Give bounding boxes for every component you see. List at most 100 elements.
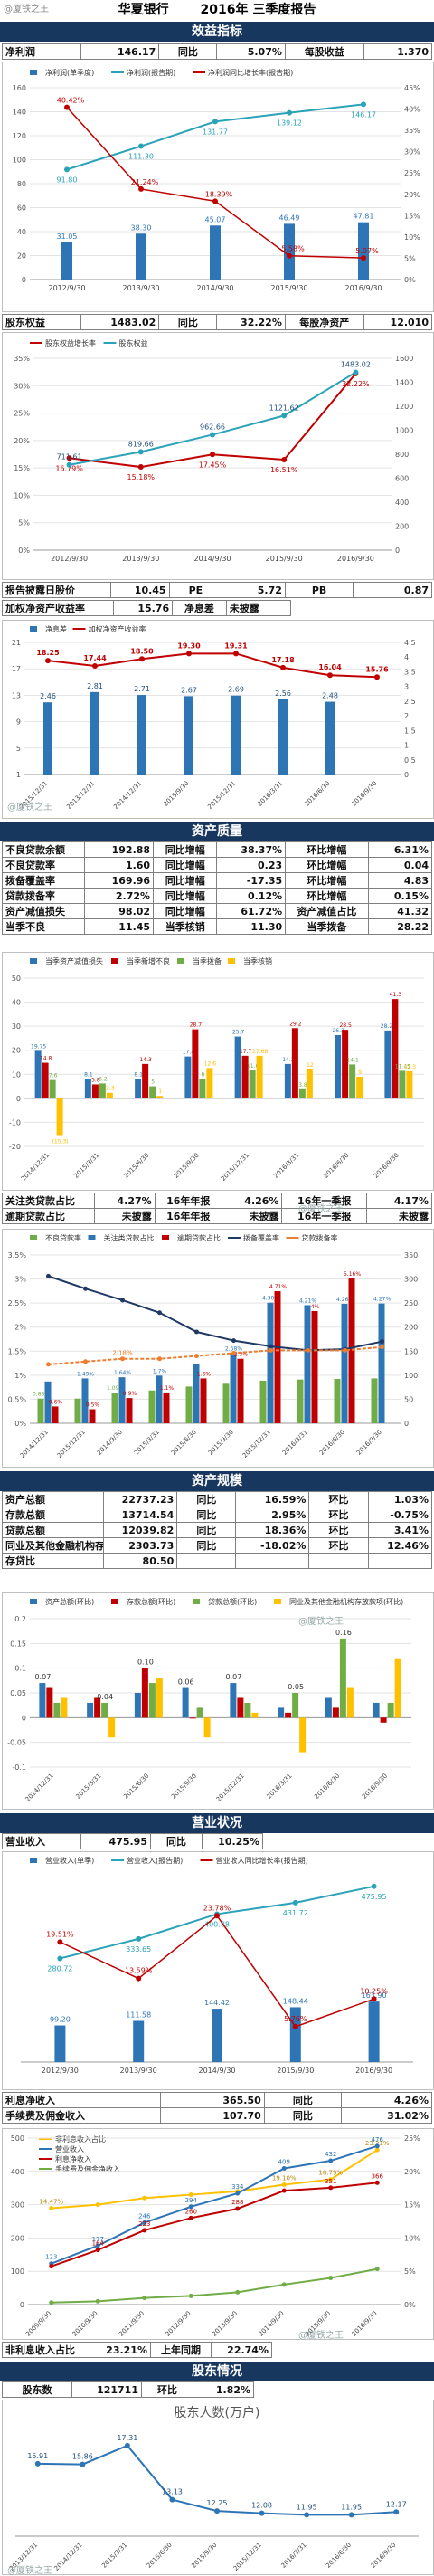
chart-impairment-svg: 当季资产减值损失 当季新增不良 当季拨备 当季核销 -20 -10 0 10 20 30 40 50 2… — [9, 956, 424, 1183]
data-label: 18.25 — [36, 649, 60, 657]
bar — [249, 1070, 256, 1098]
data-label: 5.58% — [281, 245, 305, 253]
bar — [206, 1068, 213, 1098]
bar — [37, 1398, 44, 1423]
y-tick-label: 20% — [14, 437, 30, 445]
point — [374, 2180, 380, 2185]
y2-tick-label: 4.5 — [404, 639, 416, 647]
legend-label: 非利息收入占比 — [55, 2134, 106, 2143]
point — [281, 456, 288, 462]
y2-tick-label: 3 — [404, 683, 409, 691]
data-label: 26.3 — [332, 1028, 344, 1034]
bar — [200, 1378, 207, 1423]
x-tick-label: 2014/9/30 — [96, 1429, 124, 1457]
data-label: (15.3) — [52, 1139, 69, 1145]
data-label: 21.24% — [131, 178, 159, 186]
table-cell: 同比增幅 — [153, 903, 218, 919]
y-tick-label: 21 — [12, 639, 21, 647]
data-label: 1.1% — [160, 1385, 175, 1392]
bar — [142, 1063, 149, 1098]
table-cell: 同比 — [176, 1537, 237, 1554]
point — [120, 1356, 125, 1362]
data-label: 32.22% — [342, 380, 370, 388]
data-label: 0.88% — [33, 1392, 50, 1398]
y2-tick-label: 0 — [404, 771, 409, 779]
data-label: 0.5% — [86, 1402, 100, 1409]
data-label: 475.95 — [362, 1893, 387, 1901]
table-cell: 资产减值损失 — [1, 903, 86, 919]
overdue-table: 关注类贷款占比 4.27% 16年年报 4.26% 16年一季报 4.17% 逾期贷款占比未… — [1, 1193, 433, 1224]
data-label: 0.04 — [97, 1693, 113, 1701]
label-roe: 加权净资产收益率 — [2, 600, 114, 616]
x-tick-label: 2009/9/30 — [24, 2310, 52, 2337]
x-tick-label: 2016/9/30 — [344, 284, 382, 292]
data-label: 47.81 — [354, 213, 374, 221]
x-tick-label: 2016/9/30 — [373, 1152, 401, 1180]
data-label: 99.20 — [50, 2016, 71, 2024]
bar — [304, 1305, 311, 1423]
table-cell: 0.15% — [367, 888, 433, 904]
ops-row-nonint: 非利息收入占比 23.21% 上年同期 22.74% — [2, 2342, 434, 2358]
bar — [234, 1036, 241, 1098]
bar — [237, 1697, 244, 1718]
x-tick-label: 2014/9/30 — [193, 555, 231, 563]
bar — [126, 1398, 133, 1423]
author-handle: @厦铁之王 — [4, 5, 49, 14]
table-cell: 22737.23 — [103, 1491, 178, 1507]
point — [95, 2202, 100, 2208]
legend-swatch — [30, 958, 37, 964]
value-pe: 5.72 — [222, 582, 286, 598]
x-tick-label: 2013/9/30 — [122, 555, 159, 563]
y-tick-label: 3% — [14, 1276, 26, 1284]
data-label: 19.30 — [177, 642, 201, 650]
bar — [342, 1030, 349, 1098]
data-label: 12 — [307, 1062, 314, 1069]
point — [231, 1351, 236, 1355]
bar — [101, 1702, 108, 1718]
table-cell: 当季核销 — [153, 918, 218, 935]
legend-label: 贷款拨备率 — [302, 1233, 338, 1242]
table-cell: 同比增幅 — [153, 857, 218, 873]
bar — [61, 242, 72, 280]
table-cell: 4.17% — [365, 1193, 433, 1209]
y2-tick-label: 0.5 — [404, 756, 416, 765]
data-label: 4.71% — [269, 1284, 287, 1290]
y2-tick-label: 150 — [404, 1347, 418, 1355]
bank-name: 华夏银行 — [118, 3, 169, 17]
chart-revenue-svg: 营业收入(单季) 营业收入(报告期) 营业收入同比增长率(报告期) 2012/9/30… — [21, 1856, 413, 2075]
table-cell: 存贷比 — [1, 1553, 105, 1569]
data-label: 2.3% — [234, 1352, 249, 1358]
bar — [384, 1030, 392, 1098]
y2-tick-label: 1 — [404, 742, 409, 750]
point — [136, 1935, 142, 1942]
chart-profit-svg: 净利润(单季度) 净利润(报告期) 净利润同比增长率(报告期) 0 20 40 60 80 10… — [13, 68, 420, 292]
y2-tick-label: 3.5 — [404, 668, 416, 676]
y2-tick-label: 1400 — [395, 379, 413, 387]
y-tick-label: 30% — [14, 382, 30, 390]
data-label: 28.7 — [190, 1022, 203, 1029]
y-tick-label: 100 — [13, 157, 26, 165]
data-label: 14.3 — [282, 1057, 295, 1063]
data-label: 25.7 — [232, 1030, 245, 1036]
table-cell: 环比增幅 — [285, 872, 369, 889]
bar — [339, 1638, 346, 1718]
label-nim: 净息差 — [172, 600, 227, 616]
y2-tick-label: 400 — [395, 499, 409, 507]
label-revenue-yoy: 同比 — [150, 1833, 203, 1849]
x-tick-label: 2015/9/30 — [277, 2067, 314, 2075]
x-tick-label: 2016/9/30 — [355, 1429, 383, 1457]
point — [281, 2188, 287, 2193]
y-tick-label: 13 — [12, 691, 21, 699]
bar — [189, 1717, 196, 1719]
section-title-shareholders: 股东情况 — [0, 2362, 434, 2381]
bar — [358, 222, 369, 280]
table-cell: 未披露 — [94, 1208, 156, 1224]
x-tick-label: 2013/9/30 — [120, 2067, 157, 2075]
y2-tick-label: 600 — [395, 475, 409, 483]
bar — [334, 1379, 341, 1423]
x-tick-label: 2016/3/31 — [256, 780, 284, 808]
point — [212, 119, 218, 125]
table-cell: 2303.73 — [103, 1537, 178, 1554]
bar — [156, 1096, 164, 1098]
data-label: 28.5 — [339, 1022, 352, 1029]
